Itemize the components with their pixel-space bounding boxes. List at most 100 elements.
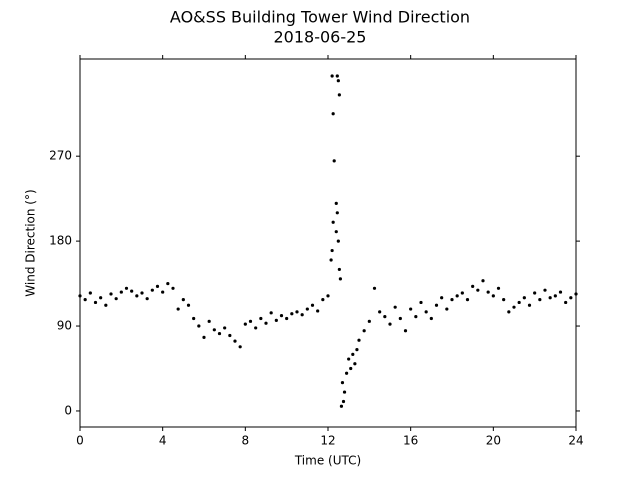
point	[93, 300, 98, 305]
point	[336, 239, 340, 243]
point	[558, 290, 563, 294]
y-tick-label: 0	[64, 403, 72, 417]
point	[357, 338, 361, 342]
point	[460, 291, 464, 295]
point	[83, 298, 87, 302]
x-tick-label: 8	[242, 434, 250, 448]
point	[553, 294, 557, 298]
point	[353, 362, 357, 366]
point	[285, 316, 289, 321]
point	[119, 290, 123, 294]
point	[330, 248, 334, 253]
point	[217, 331, 222, 336]
point	[393, 305, 397, 309]
point	[398, 316, 402, 321]
point	[124, 286, 129, 290]
point	[181, 298, 185, 302]
point	[502, 298, 506, 302]
point	[340, 381, 345, 385]
point	[424, 310, 428, 314]
point	[434, 303, 439, 307]
chart-subtitle: 2018-06-25	[274, 28, 367, 47]
point	[351, 352, 355, 356]
point	[378, 310, 382, 314]
x-tick-label: 24	[568, 434, 583, 448]
point	[517, 300, 521, 305]
point	[171, 286, 175, 290]
x-tick-label: 12	[320, 434, 335, 448]
point	[564, 300, 568, 305]
chart-title: AO&SS Building Tower Wind Direction	[170, 8, 470, 27]
point	[486, 290, 490, 294]
point	[321, 298, 325, 302]
point	[212, 328, 216, 332]
point	[316, 309, 320, 313]
point	[186, 303, 191, 307]
point	[254, 326, 258, 330]
point	[176, 307, 180, 311]
x-tick-label: 0	[76, 434, 84, 448]
point	[331, 220, 335, 224]
point	[362, 329, 366, 333]
point	[264, 321, 268, 325]
point	[99, 296, 103, 300]
point	[310, 303, 315, 307]
point	[341, 399, 346, 404]
point	[104, 303, 108, 307]
point	[414, 315, 418, 319]
point	[161, 290, 165, 294]
point	[326, 294, 330, 298]
plot-frame	[79, 58, 577, 428]
point	[543, 288, 547, 292]
point	[238, 345, 242, 349]
point	[335, 211, 339, 215]
point	[367, 319, 371, 323]
y-axis-label: Wind Direction (°)	[24, 189, 38, 296]
point	[337, 93, 341, 97]
point	[279, 314, 284, 318]
point	[197, 324, 201, 328]
point	[329, 258, 333, 262]
point	[512, 305, 516, 309]
point	[269, 311, 273, 315]
point	[345, 371, 349, 375]
point	[465, 298, 470, 302]
point	[355, 348, 359, 352]
point	[471, 284, 475, 289]
point	[135, 294, 139, 298]
point	[334, 201, 338, 205]
point	[202, 335, 206, 339]
point	[349, 366, 353, 371]
point	[274, 318, 278, 322]
point	[145, 297, 149, 301]
point	[481, 279, 485, 283]
point	[223, 326, 227, 330]
point	[538, 298, 542, 302]
point	[450, 298, 454, 302]
point	[548, 296, 552, 300]
point	[574, 292, 578, 296]
point	[233, 339, 237, 343]
point	[88, 291, 92, 295]
x-axis-label: Time (UTC)	[294, 454, 361, 468]
point	[440, 296, 444, 300]
point	[569, 296, 573, 300]
point	[383, 315, 387, 319]
x-tick-label: 16	[403, 434, 418, 448]
point	[300, 313, 304, 317]
point	[339, 404, 344, 408]
x-tick-label: 20	[486, 434, 501, 448]
point	[409, 307, 413, 311]
point	[305, 307, 309, 311]
point	[496, 286, 501, 290]
point	[295, 310, 299, 314]
point	[130, 289, 134, 293]
point	[337, 267, 341, 272]
point	[372, 286, 377, 290]
y-tick-label: 270	[49, 149, 72, 163]
point	[243, 322, 247, 326]
point	[166, 281, 170, 286]
point	[155, 284, 160, 289]
point	[507, 310, 511, 314]
point	[491, 294, 495, 298]
